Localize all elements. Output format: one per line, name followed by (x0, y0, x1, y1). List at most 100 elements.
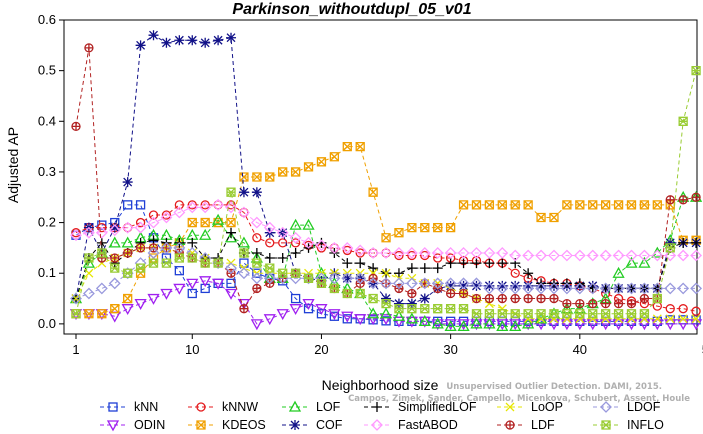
point-knnw (265, 238, 275, 248)
point-kdeos (575, 200, 585, 210)
point-odin (586, 319, 599, 331)
point-ldf (562, 298, 572, 309)
point-ldof (212, 257, 225, 270)
legend-label-simplifiedlof: SimplifiedLOF (398, 400, 477, 414)
point-odin (211, 278, 225, 290)
point-ldf (71, 121, 81, 131)
point-ldf (639, 293, 650, 304)
point-inflo (368, 293, 378, 304)
point-knnw (174, 200, 184, 210)
point-simplifiedlof (432, 263, 443, 274)
point-knn (200, 283, 210, 294)
point-simplifiedlof (187, 237, 198, 248)
legend-marker-loop (505, 402, 515, 412)
watermark-line-1: Unsupervised Outlier Detection. DAMI, 20… (446, 382, 662, 392)
legend-marker-inflo (601, 420, 611, 430)
point-kdeos (588, 200, 598, 210)
point-inflo (458, 304, 469, 314)
point-inflo (252, 258, 262, 268)
point-ldof (354, 272, 367, 285)
legend: kNN ODIN kNNW KDEOS LOF COF SimplifiedLOF FastA… (100, 400, 664, 432)
y-tick-label: 0.0 (38, 316, 56, 331)
point-cof (419, 293, 430, 304)
point-ldof (548, 282, 560, 295)
point-lof (392, 309, 406, 321)
point-kdeos (420, 222, 430, 233)
point-inflo (316, 278, 327, 289)
point-knn (226, 278, 236, 289)
point-ldof (431, 277, 444, 290)
point-ldf (123, 248, 133, 258)
point-fastabod (121, 221, 134, 234)
point-cof (213, 35, 224, 46)
point-kdeos (562, 200, 572, 210)
series-layer (69, 30, 703, 332)
point-odin (457, 319, 470, 331)
point-odin (328, 309, 341, 321)
legend-item-lof: LOF (282, 400, 341, 414)
point-fastabod (535, 249, 547, 262)
point-ldf (613, 298, 624, 309)
watermark: Unsupervised Outlier Detection. DAMI, 20… (348, 382, 690, 404)
point-simplifiedlof (445, 258, 456, 269)
point-ldof (405, 277, 418, 290)
point-kdeos (471, 200, 482, 210)
point-ldof (599, 282, 612, 295)
point-fastabod (483, 247, 496, 259)
point-fastabod (444, 247, 457, 259)
point-lof (470, 317, 483, 329)
point-lof (211, 213, 225, 225)
point-ldof (483, 282, 496, 295)
point-inflo (497, 309, 507, 319)
point-kdeos (342, 141, 352, 152)
point-inflo (562, 309, 572, 319)
point-fastabod (70, 229, 82, 242)
point-cof (122, 177, 133, 188)
point-knnw (407, 250, 417, 261)
point-kdeos (355, 141, 365, 152)
point-odin (224, 288, 238, 300)
point-simplifiedlof (355, 258, 366, 269)
legend-item-loop: LoOP (497, 400, 563, 414)
point-cof (135, 40, 146, 51)
point-inflo (342, 288, 352, 299)
point-ldf (252, 283, 262, 294)
point-fastabod (625, 249, 638, 262)
point-lof (431, 317, 444, 329)
point-fastabod (212, 198, 225, 211)
point-simplifiedlof (691, 237, 702, 248)
series-line-knn (75, 204, 697, 322)
point-ldf (536, 293, 546, 304)
point-cof (523, 280, 534, 291)
point-simplifiedlof (484, 258, 495, 269)
point-cof (226, 32, 237, 43)
point-inflo (355, 288, 365, 299)
point-knnw (226, 200, 236, 210)
point-fastabod (651, 249, 664, 262)
point-odin (599, 319, 612, 331)
point-lof (560, 302, 574, 314)
point-ldf (407, 288, 417, 299)
point-odin (573, 319, 586, 331)
point-lof (483, 317, 496, 329)
point-kdeos (445, 222, 456, 233)
point-lof (121, 236, 134, 248)
point-odin (263, 314, 276, 326)
point-lof (496, 320, 509, 332)
point-knn (135, 200, 146, 210)
point-knnw (433, 253, 443, 263)
point-lof (444, 320, 457, 332)
point-ldof (677, 282, 690, 295)
point-inflo (71, 309, 81, 319)
point-inflo (303, 273, 314, 283)
point-knnw (71, 228, 81, 238)
point-simplifiedlof (523, 268, 534, 279)
point-kdeos (187, 217, 197, 228)
point-fastabod (147, 216, 160, 229)
point-ldof (457, 277, 470, 290)
point-ldof (638, 282, 651, 295)
point-odin (341, 311, 354, 323)
point-cof (251, 187, 262, 198)
point-odin (689, 319, 703, 331)
point-fastabod (315, 239, 328, 252)
